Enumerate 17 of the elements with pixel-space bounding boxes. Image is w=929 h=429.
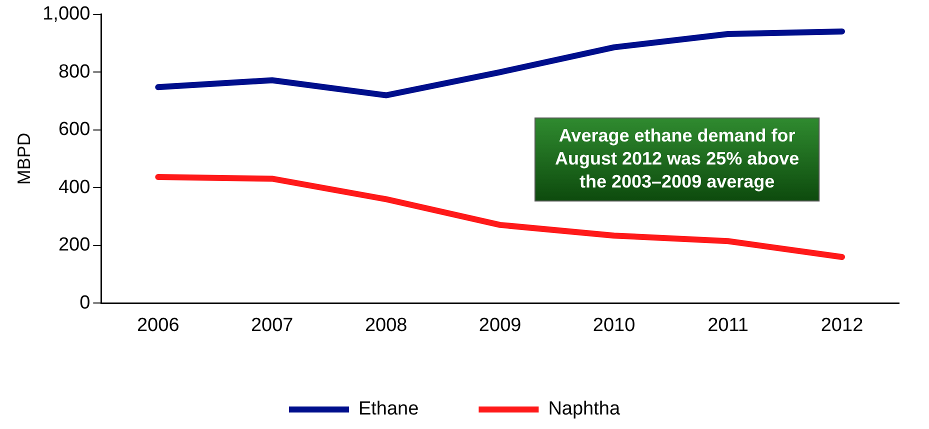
y-axis-title: MBPD bbox=[14, 132, 34, 185]
y-tick-label: 1,000 bbox=[42, 4, 90, 25]
y-tick-label: 800 bbox=[58, 61, 90, 82]
x-tick-label: 2012 bbox=[820, 314, 864, 336]
legend-label: Naphtha bbox=[548, 398, 620, 420]
y-tick-label: 600 bbox=[58, 119, 90, 140]
legend-label: Ethane bbox=[358, 398, 419, 420]
y-tick-label: 200 bbox=[58, 234, 90, 256]
annotation: Average ethane demand for August 2012 was 25% above the 2003–2009 average bbox=[555, 125, 800, 192]
y-tick-label: 400 bbox=[58, 176, 90, 198]
x-tick-label: 2008 bbox=[364, 314, 408, 336]
x-tick-label: 2007 bbox=[250, 314, 294, 336]
x-tick-label: 2006 bbox=[136, 314, 180, 336]
y-tick-label: 0 bbox=[80, 292, 90, 314]
x-tick-label: 2011 bbox=[708, 314, 748, 336]
x-tick-label: 2010 bbox=[592, 314, 636, 336]
x-tick-label: 2009 bbox=[478, 314, 522, 336]
